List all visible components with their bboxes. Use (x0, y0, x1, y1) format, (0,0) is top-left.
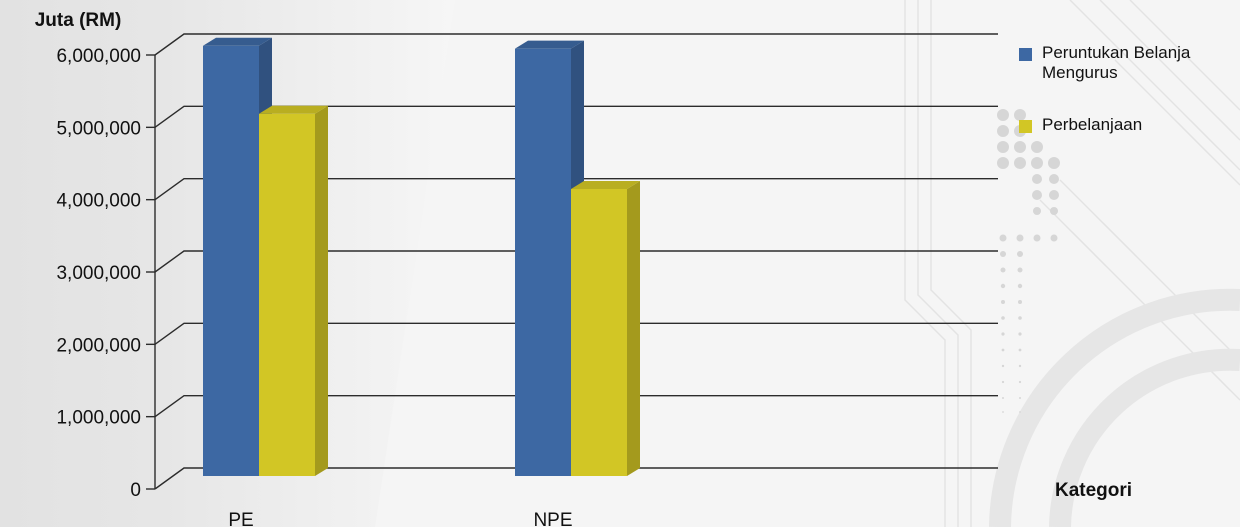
legend-label: Perbelanjaan (1042, 115, 1142, 134)
bar-front (259, 113, 315, 476)
bar-top (515, 40, 584, 49)
legend-swatch (1019, 48, 1032, 61)
gridline (154, 467, 998, 490)
dot-pattern (997, 109, 1060, 413)
bar (571, 181, 640, 477)
x-tick-labels: PE NPE (228, 510, 572, 527)
gridline (154, 177, 998, 201)
bar (259, 105, 328, 476)
x-axis-title: Kategori (1055, 480, 1132, 501)
y-tick-label: 0 (130, 480, 141, 501)
y-tick-label: 1,000,000 (56, 408, 141, 429)
gridlines (154, 33, 998, 490)
y-axis-title: Juta (RM) (35, 10, 122, 31)
bar-side (315, 105, 328, 476)
bar-front (515, 48, 571, 477)
x-tick-label: PE (228, 510, 253, 527)
bar-top (259, 105, 328, 114)
bar-front (571, 189, 627, 477)
gridline (154, 105, 998, 128)
y-tick-label: 6,000,000 (56, 46, 141, 67)
y-tick-labels: 0 1,000,000 2,000,000 3,000,000 4,000,000 5,0… (56, 46, 141, 501)
bar-front (203, 45, 259, 476)
y-tick-label: 3,000,000 (56, 263, 141, 284)
x-tick-label: NPE (533, 510, 572, 527)
legend-label: Peruntukan Belanja (1042, 43, 1191, 62)
legend-label: Mengurus (1042, 63, 1118, 82)
gridline (154, 322, 998, 345)
y-axis (146, 54, 156, 490)
y-tick-label: 5,000,000 (56, 118, 141, 139)
bar-top (571, 181, 640, 190)
gridline (154, 394, 998, 418)
bars (203, 37, 640, 477)
y-tick-label: 4,000,000 (56, 191, 141, 212)
gridline (154, 33, 998, 56)
bar-side (627, 181, 640, 477)
gridline (154, 250, 998, 273)
y-tick-label: 2,000,000 (56, 335, 141, 356)
legend-swatch (1019, 120, 1032, 133)
bar-top (203, 37, 272, 46)
legend-item: Perbelanjaan (1019, 115, 1142, 134)
